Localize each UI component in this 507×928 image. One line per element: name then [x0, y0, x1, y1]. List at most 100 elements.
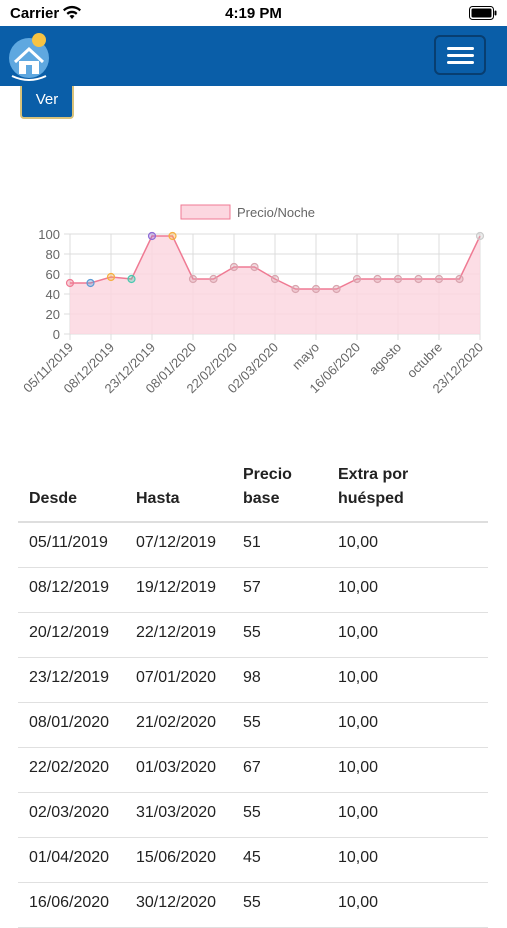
cell-extra-huesped: 10,00 — [338, 669, 379, 686]
cell-precio-base: 51 — [243, 534, 261, 551]
status-bar: Carrier 4:19 PM — [0, 0, 507, 26]
legend-label: Precio/Noche — [237, 205, 315, 220]
cell-extra-huesped: 10,00 — [338, 804, 379, 821]
cell-precio-base: 67 — [243, 759, 261, 776]
table-row: 22/02/2020 01/03/2020 67 10,00 — [18, 748, 488, 793]
cell-precio-base: 55 — [243, 624, 261, 641]
table-row: 16/06/2020 30/12/2020 55 10,00 — [18, 883, 488, 928]
hamburger-menu-icon-bar — [447, 61, 474, 64]
cell-desde: 20/12/2019 — [29, 624, 110, 641]
header-extra-line2: huésped — [338, 490, 404, 507]
header-precio-line1: Precio — [243, 466, 292, 483]
data-point — [250, 262, 259, 272]
y-tick-label: 100 — [38, 227, 60, 242]
cell-extra-huesped: 10,00 — [338, 714, 379, 731]
cell-hasta: 07/12/2019 — [136, 534, 217, 551]
data-point — [65, 278, 75, 288]
header-precio-base: Precio base — [243, 463, 292, 511]
top-navbar — [0, 26, 507, 86]
table-row: 20/12/2019 22/12/2019 55 10,00 — [18, 613, 488, 658]
data-point — [475, 231, 485, 241]
cell-precio-base: 45 — [243, 849, 261, 866]
cell-hasta: 01/03/2020 — [136, 759, 217, 776]
data-point — [373, 274, 382, 284]
cell-extra-huesped: 10,00 — [338, 624, 379, 641]
header-extra-huesped: Extra por huésped — [338, 463, 408, 511]
cell-hasta: 15/06/2020 — [136, 849, 217, 866]
data-point — [352, 274, 362, 284]
cell-hasta: 30/12/2020 — [136, 894, 217, 911]
data-point — [270, 274, 280, 284]
table-row: 02/03/2020 31/03/2020 55 10,00 — [18, 793, 488, 838]
data-point — [188, 274, 198, 284]
data-point — [209, 274, 218, 284]
data-point — [127, 274, 136, 284]
series-line — [70, 235, 481, 290]
hamburger-menu-icon-bar — [447, 47, 474, 50]
table-header: Desde Hasta Precio base Extra por huéspe… — [18, 455, 488, 523]
table-body: 05/11/2019 07/12/2019 51 10,00 08/12/2019 19/… — [18, 523, 488, 928]
table-row: 01/04/2020 15/06/2020 45 10,00 — [18, 838, 488, 883]
cell-extra-huesped: 10,00 — [338, 894, 379, 911]
y-tick-label: 0 — [53, 327, 60, 342]
price-table: Desde Hasta Precio base Extra por huéspe… — [18, 455, 488, 928]
price-chart: Precio/Noche02040608010005/11/201908/12/… — [20, 204, 486, 396]
cell-desde: 01/04/2020 — [29, 849, 110, 866]
cell-precio-base: 57 — [243, 579, 261, 596]
wifi-icon — [63, 5, 81, 19]
y-tick-label: 40 — [46, 287, 60, 302]
carrier-label: Carrier — [10, 5, 60, 22]
x-tick-label: mayo — [289, 340, 322, 373]
header-precio-line2: base — [243, 490, 280, 507]
cell-hasta: 07/01/2020 — [136, 669, 217, 686]
data-point — [455, 274, 464, 284]
cell-desde: 05/11/2019 — [29, 534, 108, 551]
cell-extra-huesped: 10,00 — [338, 759, 379, 776]
house-sun-logo-icon[interactable] — [6, 28, 52, 84]
ver-button[interactable]: Ver — [20, 86, 74, 119]
cell-hasta: 22/12/2019 — [136, 624, 217, 641]
data-point — [311, 284, 321, 294]
cell-desde: 08/01/2020 — [29, 714, 110, 731]
x-tick-label: octubre — [404, 340, 445, 381]
cell-extra-huesped: 10,00 — [338, 849, 379, 866]
table-row: 08/12/2019 19/12/2019 57 10,00 — [18, 568, 488, 613]
y-tick-label: 60 — [46, 267, 60, 282]
cell-hasta: 21/02/2020 — [136, 714, 217, 731]
hamburger-menu-icon-bar — [447, 54, 474, 57]
cell-hasta: 31/03/2020 — [136, 804, 217, 821]
data-point — [291, 284, 300, 294]
data-point — [393, 274, 403, 284]
data-point — [86, 278, 95, 288]
cell-precio-base: 98 — [243, 669, 261, 686]
battery-icon — [469, 6, 497, 20]
header-desde: Desde — [29, 490, 78, 507]
cell-hasta: 19/12/2019 — [136, 579, 217, 596]
data-point — [332, 284, 341, 294]
y-tick-label: 80 — [46, 247, 60, 262]
data-point — [106, 272, 116, 282]
data-point — [229, 262, 239, 272]
data-point — [414, 274, 423, 284]
legend-swatch — [180, 204, 231, 220]
cell-precio-base: 55 — [243, 714, 261, 731]
cell-extra-huesped: 10,00 — [338, 534, 379, 551]
cell-extra-huesped: 10,00 — [338, 579, 379, 596]
series-area — [70, 236, 480, 334]
clock: 4:19 PM — [225, 5, 282, 22]
data-point — [168, 231, 177, 241]
cell-precio-base: 55 — [243, 894, 261, 911]
cell-desde: 02/03/2020 — [29, 804, 110, 821]
cell-desde: 22/02/2020 — [29, 759, 110, 776]
cell-desde: 08/12/2019 — [29, 579, 110, 596]
y-tick-label: 20 — [46, 307, 60, 322]
cell-precio-base: 55 — [243, 804, 261, 821]
x-tick-label: agosto — [366, 340, 404, 378]
table-row: 23/12/2019 07/01/2020 98 10,00 — [18, 658, 488, 703]
hamburger-menu-button[interactable] — [434, 35, 486, 75]
cell-desde: 23/12/2019 — [29, 669, 110, 686]
table-row: 08/01/2020 21/02/2020 55 10,00 — [18, 703, 488, 748]
data-point — [434, 274, 444, 284]
header-extra-line1: Extra por — [338, 466, 409, 483]
header-hasta: Hasta — [136, 490, 180, 507]
